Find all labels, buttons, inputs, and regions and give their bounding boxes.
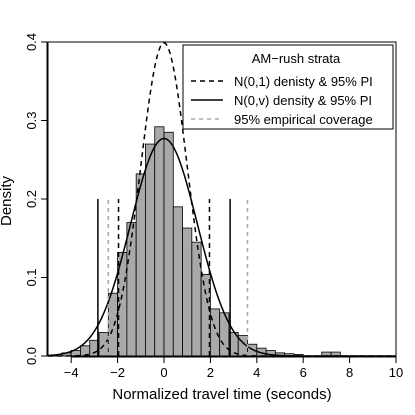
histogram-bar <box>172 206 183 357</box>
x-axis: −4 −2 0 2 4 6 8 10 <box>64 356 403 380</box>
y-tick-label: 0.0 <box>24 347 39 365</box>
histogram-bar <box>135 173 146 357</box>
legend-entries: N(0,1) denisty & 95% PI N(0,v) density & … <box>191 74 373 127</box>
legend-label: 95% empirical coverage <box>234 112 373 127</box>
x-tick-label: 2 <box>207 365 214 380</box>
y-axis-label: Density <box>0 175 15 226</box>
x-tick-label: 10 <box>389 365 403 380</box>
histogram-bars <box>61 126 341 357</box>
interval-lines <box>97 199 249 356</box>
legend-label: N(0,v) density & 95% PI <box>234 93 372 108</box>
histogram-bar <box>98 332 109 357</box>
y-tick-label: 0.4 <box>24 33 39 51</box>
legend: AM−rush strata N(0,1) denisty & 95% PIN(… <box>182 44 394 130</box>
histogram-bar <box>191 241 202 357</box>
x-tick-label: 8 <box>346 365 353 380</box>
legend-title: AM−rush strata <box>252 51 341 66</box>
x-tick-label: 4 <box>253 365 260 380</box>
y-axis: 0.0 0.1 0.2 0.3 0.4 <box>24 33 48 365</box>
histogram-bar <box>145 143 156 357</box>
histogram-bar <box>182 227 193 357</box>
y-tick-label: 0.1 <box>24 268 39 286</box>
x-tick-label: −4 <box>64 365 79 380</box>
x-tick-label: −2 <box>110 365 125 380</box>
x-tick-label: 6 <box>300 365 307 380</box>
x-tick-label: 0 <box>160 365 167 380</box>
histogram-bar <box>163 131 174 357</box>
legend-label: N(0,1) denisty & 95% PI <box>234 74 373 89</box>
histogram-bar <box>107 292 118 357</box>
standard-normal-curve <box>48 42 396 357</box>
x-axis-label: Normalized travel time (seconds) <box>112 386 331 403</box>
y-tick-label: 0.3 <box>24 111 39 129</box>
legend-box <box>182 44 394 130</box>
y-tick-label: 0.2 <box>24 190 39 208</box>
histogram-bar <box>154 126 165 357</box>
